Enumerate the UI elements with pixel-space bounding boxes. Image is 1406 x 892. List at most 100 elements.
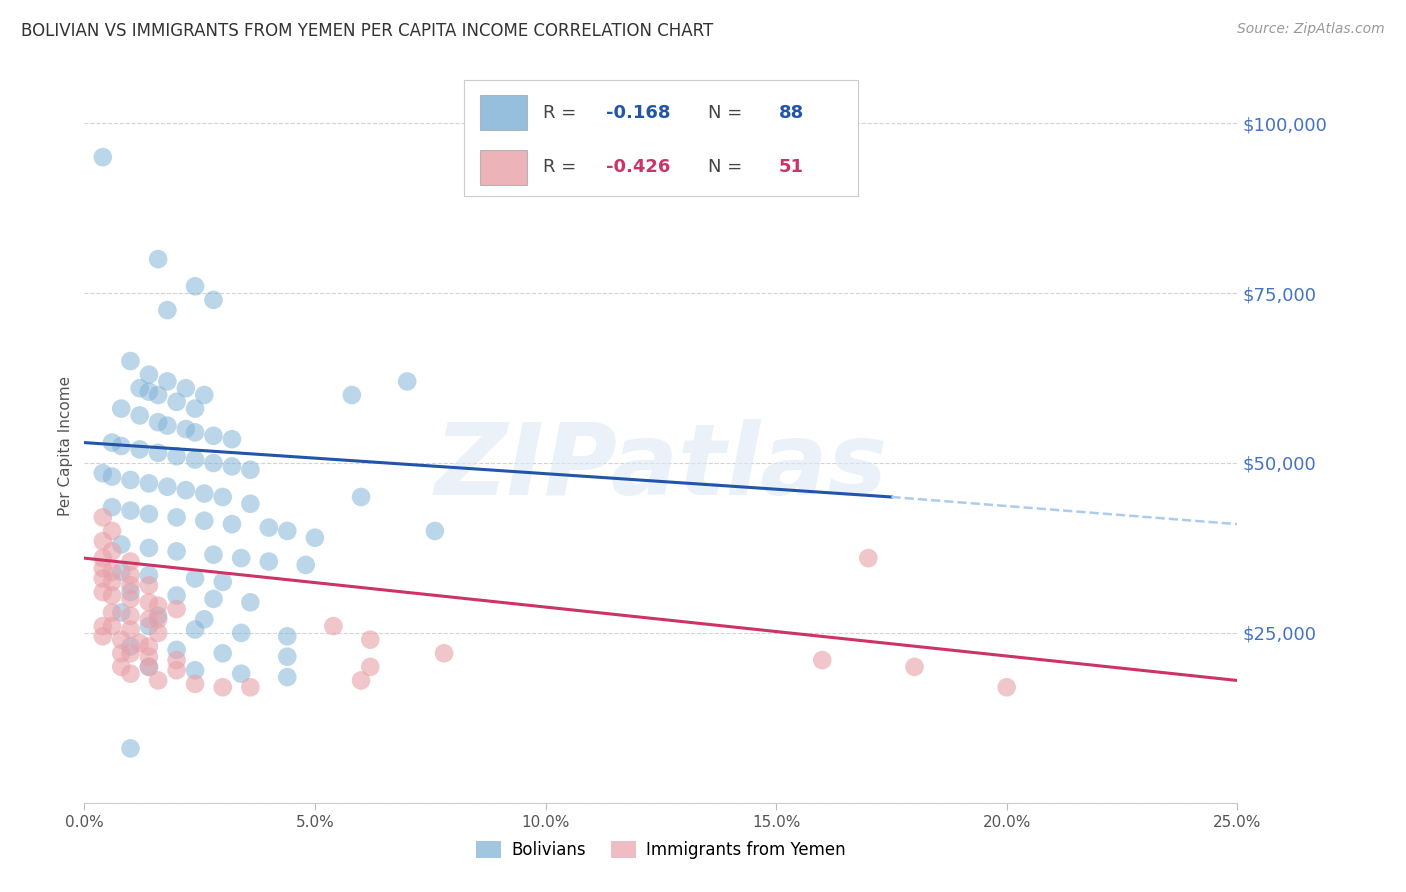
Point <box>174 381 197 395</box>
Point <box>276 649 298 664</box>
Point <box>184 623 207 637</box>
Point <box>257 555 280 569</box>
Point <box>166 449 188 463</box>
Point <box>231 626 253 640</box>
Point <box>146 626 169 640</box>
Point <box>423 524 446 538</box>
Point <box>304 531 326 545</box>
Point <box>120 555 142 569</box>
Point <box>128 381 150 395</box>
Point <box>359 632 381 647</box>
Point <box>91 572 114 586</box>
Point <box>202 591 225 606</box>
Point <box>91 150 114 164</box>
Point <box>184 401 207 416</box>
Point <box>120 578 142 592</box>
Point <box>120 640 142 654</box>
Point <box>110 439 132 453</box>
Point <box>166 544 188 558</box>
Point <box>166 663 188 677</box>
Text: Source: ZipAtlas.com: Source: ZipAtlas.com <box>1237 22 1385 37</box>
Point <box>138 476 160 491</box>
Point <box>166 394 188 409</box>
Point <box>239 497 262 511</box>
Point <box>231 666 253 681</box>
Point <box>184 425 207 440</box>
Point <box>138 368 160 382</box>
Point <box>101 500 124 515</box>
Point <box>120 473 142 487</box>
Point <box>91 466 114 480</box>
Text: BOLIVIAN VS IMMIGRANTS FROM YEMEN PER CAPITA INCOME CORRELATION CHART: BOLIVIAN VS IMMIGRANTS FROM YEMEN PER CA… <box>21 22 713 40</box>
Point <box>396 375 419 389</box>
Point <box>91 551 114 566</box>
Point <box>146 446 169 460</box>
Point <box>174 422 197 436</box>
Point <box>91 561 114 575</box>
Text: R =: R = <box>543 158 582 177</box>
Point <box>166 653 188 667</box>
Point <box>120 503 142 517</box>
Point <box>193 388 215 402</box>
Point <box>211 646 233 660</box>
Point <box>91 619 114 633</box>
Point <box>138 595 160 609</box>
Point <box>138 384 160 399</box>
Point <box>276 524 298 538</box>
Point <box>156 303 179 318</box>
Point <box>138 568 160 582</box>
Point <box>101 619 124 633</box>
Point <box>433 646 456 660</box>
Point <box>101 574 124 589</box>
Point <box>156 418 179 433</box>
Point <box>101 565 124 579</box>
Y-axis label: Per Capita Income: Per Capita Income <box>58 376 73 516</box>
Bar <box>479 150 527 185</box>
Point <box>811 653 834 667</box>
Point <box>211 680 233 694</box>
Point <box>138 640 160 654</box>
Point <box>193 486 215 500</box>
Point <box>221 459 243 474</box>
Point <box>239 680 262 694</box>
Point <box>184 677 207 691</box>
Point <box>138 660 160 674</box>
Point <box>239 595 262 609</box>
Point <box>138 507 160 521</box>
Text: R =: R = <box>543 103 582 121</box>
Point <box>239 463 262 477</box>
Point <box>221 517 243 532</box>
Point <box>202 548 225 562</box>
Point <box>128 409 150 423</box>
Point <box>322 619 344 633</box>
Point <box>128 636 150 650</box>
Bar <box>479 95 527 130</box>
Point <box>110 565 132 579</box>
Point <box>276 670 298 684</box>
Point <box>294 558 316 572</box>
Point <box>120 623 142 637</box>
Point <box>146 673 169 688</box>
Point <box>276 629 298 643</box>
Point <box>110 632 132 647</box>
Point <box>110 401 132 416</box>
Point <box>120 568 142 582</box>
Point <box>359 660 381 674</box>
Point <box>202 293 225 307</box>
Point <box>138 619 160 633</box>
Point <box>202 456 225 470</box>
Point <box>120 741 142 756</box>
Point <box>146 415 169 429</box>
Text: 88: 88 <box>779 103 804 121</box>
Point <box>91 585 114 599</box>
Text: 51: 51 <box>779 158 804 177</box>
Point <box>138 541 160 555</box>
Point <box>101 544 124 558</box>
Point <box>202 429 225 443</box>
Point <box>166 510 188 524</box>
Text: -0.168: -0.168 <box>606 103 671 121</box>
Point <box>138 612 160 626</box>
Point <box>110 646 132 660</box>
Point <box>193 612 215 626</box>
Point <box>146 612 169 626</box>
